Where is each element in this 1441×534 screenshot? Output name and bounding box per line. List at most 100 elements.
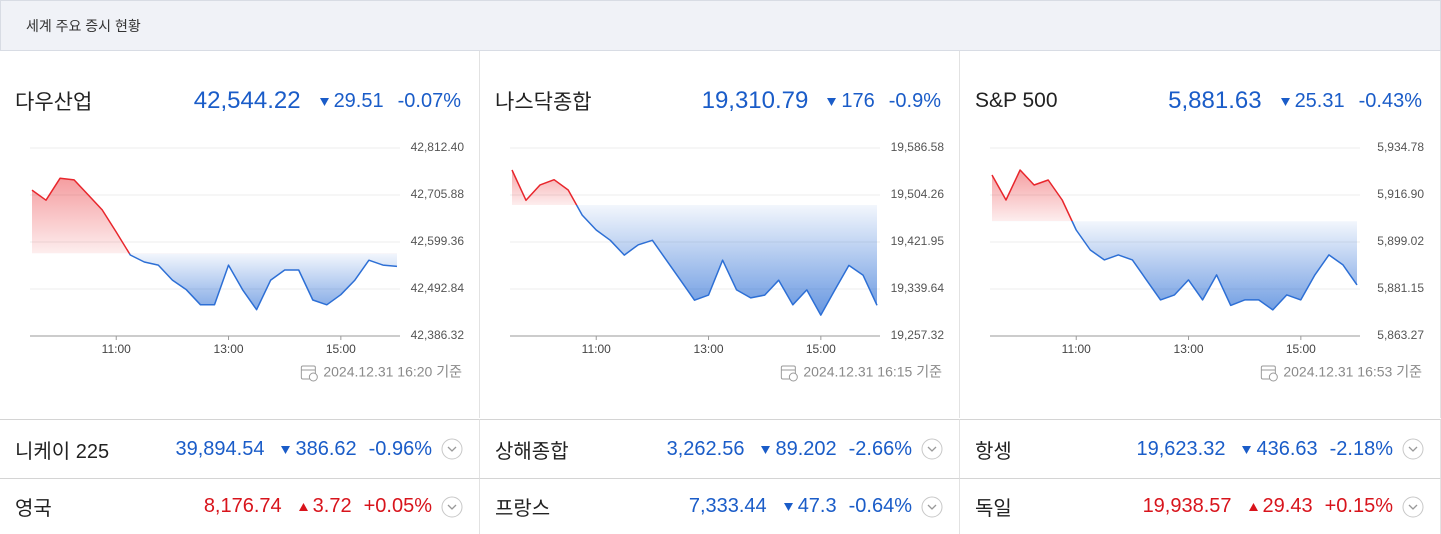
up-arrow xyxy=(1248,503,1258,511)
index-panel: S&P 500 5,881.63 25.31 -0.43% 5,863.27 5,881.… xyxy=(960,51,1441,418)
change-percent: -2.66% xyxy=(848,437,912,460)
timestamp: 2024.12.31 16:15 기준 xyxy=(803,364,942,380)
button-circle xyxy=(921,496,943,517)
change: 29.43 xyxy=(1262,495,1313,517)
button-chevron xyxy=(927,504,937,510)
icon-clock xyxy=(308,372,318,382)
price: 3,262.56 xyxy=(666,437,745,460)
x-tick-label: 13:00 xyxy=(1174,342,1204,356)
chart: 42,386.32 42,492.84 42,599.36 42,705.88 42,8… xyxy=(30,140,465,382)
change-percent: +0.15% xyxy=(1324,495,1393,517)
index-name: 상해종합 xyxy=(495,440,569,463)
expand-button[interactable] xyxy=(921,496,943,518)
x-tick-label: 11:00 xyxy=(1062,342,1091,356)
header: 세계 주요 증시 현황 xyxy=(0,0,1441,51)
timestamp: 2024.12.31 16:20 기준 xyxy=(323,364,462,380)
x-tick-label: 15:00 xyxy=(326,342,356,356)
index-header: 나스닥종합 19,310.79 176 -0.9% xyxy=(495,83,941,119)
y-tick-label: 5,934.78 xyxy=(1377,140,1424,154)
price: 19,623.32 xyxy=(1136,437,1226,460)
index-panel: 나스닥종합 19,310.79 176 -0.9% 19,257.32 19,339.64… xyxy=(480,51,960,418)
icon-clock xyxy=(1268,372,1278,382)
y-tick-label: 19,586.58 xyxy=(891,140,945,154)
expand-button[interactable] xyxy=(441,496,463,518)
down-arrow xyxy=(1280,97,1290,106)
y-tick-label: 42,599.36 xyxy=(411,234,465,248)
area-fill xyxy=(32,178,397,310)
price-line xyxy=(991,169,1358,311)
y-tick-label: 19,504.26 xyxy=(891,187,945,201)
button-circle xyxy=(1402,496,1424,517)
price-line xyxy=(511,169,878,316)
index-name: 다우산업 xyxy=(15,91,93,114)
arrow-shape xyxy=(783,503,793,511)
expand-button[interactable] xyxy=(441,438,463,460)
change: 386.62 xyxy=(295,437,357,460)
change: 436.63 xyxy=(1256,437,1318,460)
change-percent: +0.05% xyxy=(363,495,432,517)
down-arrow xyxy=(783,503,793,511)
down-arrow xyxy=(319,97,329,106)
arrow-shape xyxy=(281,445,291,454)
area-fill xyxy=(992,170,1357,310)
price: 8,176.74 xyxy=(203,495,282,517)
icon-frame xyxy=(780,365,796,380)
index-name: 니케이 225 xyxy=(15,440,110,463)
calendar-icon xyxy=(780,365,798,382)
button-chevron xyxy=(927,446,937,452)
y-tick-label: 42,812.40 xyxy=(411,140,465,154)
change: 176 xyxy=(841,89,875,112)
arrow-shape xyxy=(827,97,837,106)
y-tick-label: 19,421.95 xyxy=(891,234,945,248)
chart: 19,257.32 19,339.64 19,421.95 19,504.26 19,5… xyxy=(510,140,945,382)
x-tick-label: 11:00 xyxy=(582,342,611,356)
price: 42,544.22 xyxy=(193,87,301,114)
change: 47.3 xyxy=(797,495,837,517)
index-name: 항셍 xyxy=(975,440,1012,463)
icon-clock xyxy=(788,372,798,382)
price: 19,310.79 xyxy=(701,87,809,114)
index-name: S&P 500 xyxy=(975,89,1058,112)
index-name: 독일 xyxy=(975,498,1012,520)
index-row: 영국 8,176.74 3.72 +0.05% xyxy=(0,478,480,534)
price: 7,333.44 xyxy=(688,495,767,517)
expand-button[interactable] xyxy=(1402,438,1424,460)
index-row: 독일 19,938.57 29.43 +0.15% xyxy=(960,478,1441,534)
change: 29.51 xyxy=(333,89,384,112)
down-arrow xyxy=(761,445,771,454)
y-tick-label: 42,386.32 xyxy=(411,328,465,342)
arrow-shape xyxy=(319,97,329,106)
button-circle xyxy=(1402,438,1424,460)
down-arrow xyxy=(827,97,837,106)
arrow-shape xyxy=(1242,445,1252,454)
index-name: 프랑스 xyxy=(495,498,551,520)
expand-button[interactable] xyxy=(1402,496,1424,518)
button-chevron xyxy=(447,446,457,452)
button-circle xyxy=(441,438,463,460)
x-tick-label: 11:00 xyxy=(102,342,131,356)
icon-frame xyxy=(1260,365,1276,380)
index-row: 프랑스 7,333.44 47.3 -0.64% xyxy=(480,478,960,534)
change-percent: -0.07% xyxy=(397,89,461,112)
index-row: 상해종합 3,262.56 89.202 -2.66% xyxy=(480,419,960,478)
index-panel: 다우산업 42,544.22 29.51 -0.07% 42,386.32 42,492.… xyxy=(0,51,480,418)
price: 19,938.57 xyxy=(1142,495,1232,517)
header-title: 세계 주요 증시 현황 xyxy=(26,18,141,34)
y-tick-label: 5,899.02 xyxy=(1377,234,1424,248)
down-arrow xyxy=(1242,445,1252,454)
x-tick-label: 13:00 xyxy=(694,342,724,356)
y-tick-label: 19,339.64 xyxy=(891,281,945,295)
timestamp: 2024.12.31 16:53 기준 xyxy=(1283,364,1422,380)
arrow-shape xyxy=(761,445,771,454)
expand-button[interactable] xyxy=(921,438,943,460)
button-chevron xyxy=(447,504,457,510)
index-name: 나스닥종합 xyxy=(495,91,592,114)
down-arrow xyxy=(281,445,291,454)
y-tick-label: 42,492.84 xyxy=(411,281,465,295)
change-percent: -0.64% xyxy=(848,495,912,517)
button-chevron xyxy=(1408,446,1418,452)
arrow-shape xyxy=(1248,503,1258,511)
chart: 5,863.27 5,881.15 5,899.02 5,916.90 5,934.78… xyxy=(990,140,1424,382)
index-header: S&P 500 5,881.63 25.31 -0.43% xyxy=(975,83,1422,119)
